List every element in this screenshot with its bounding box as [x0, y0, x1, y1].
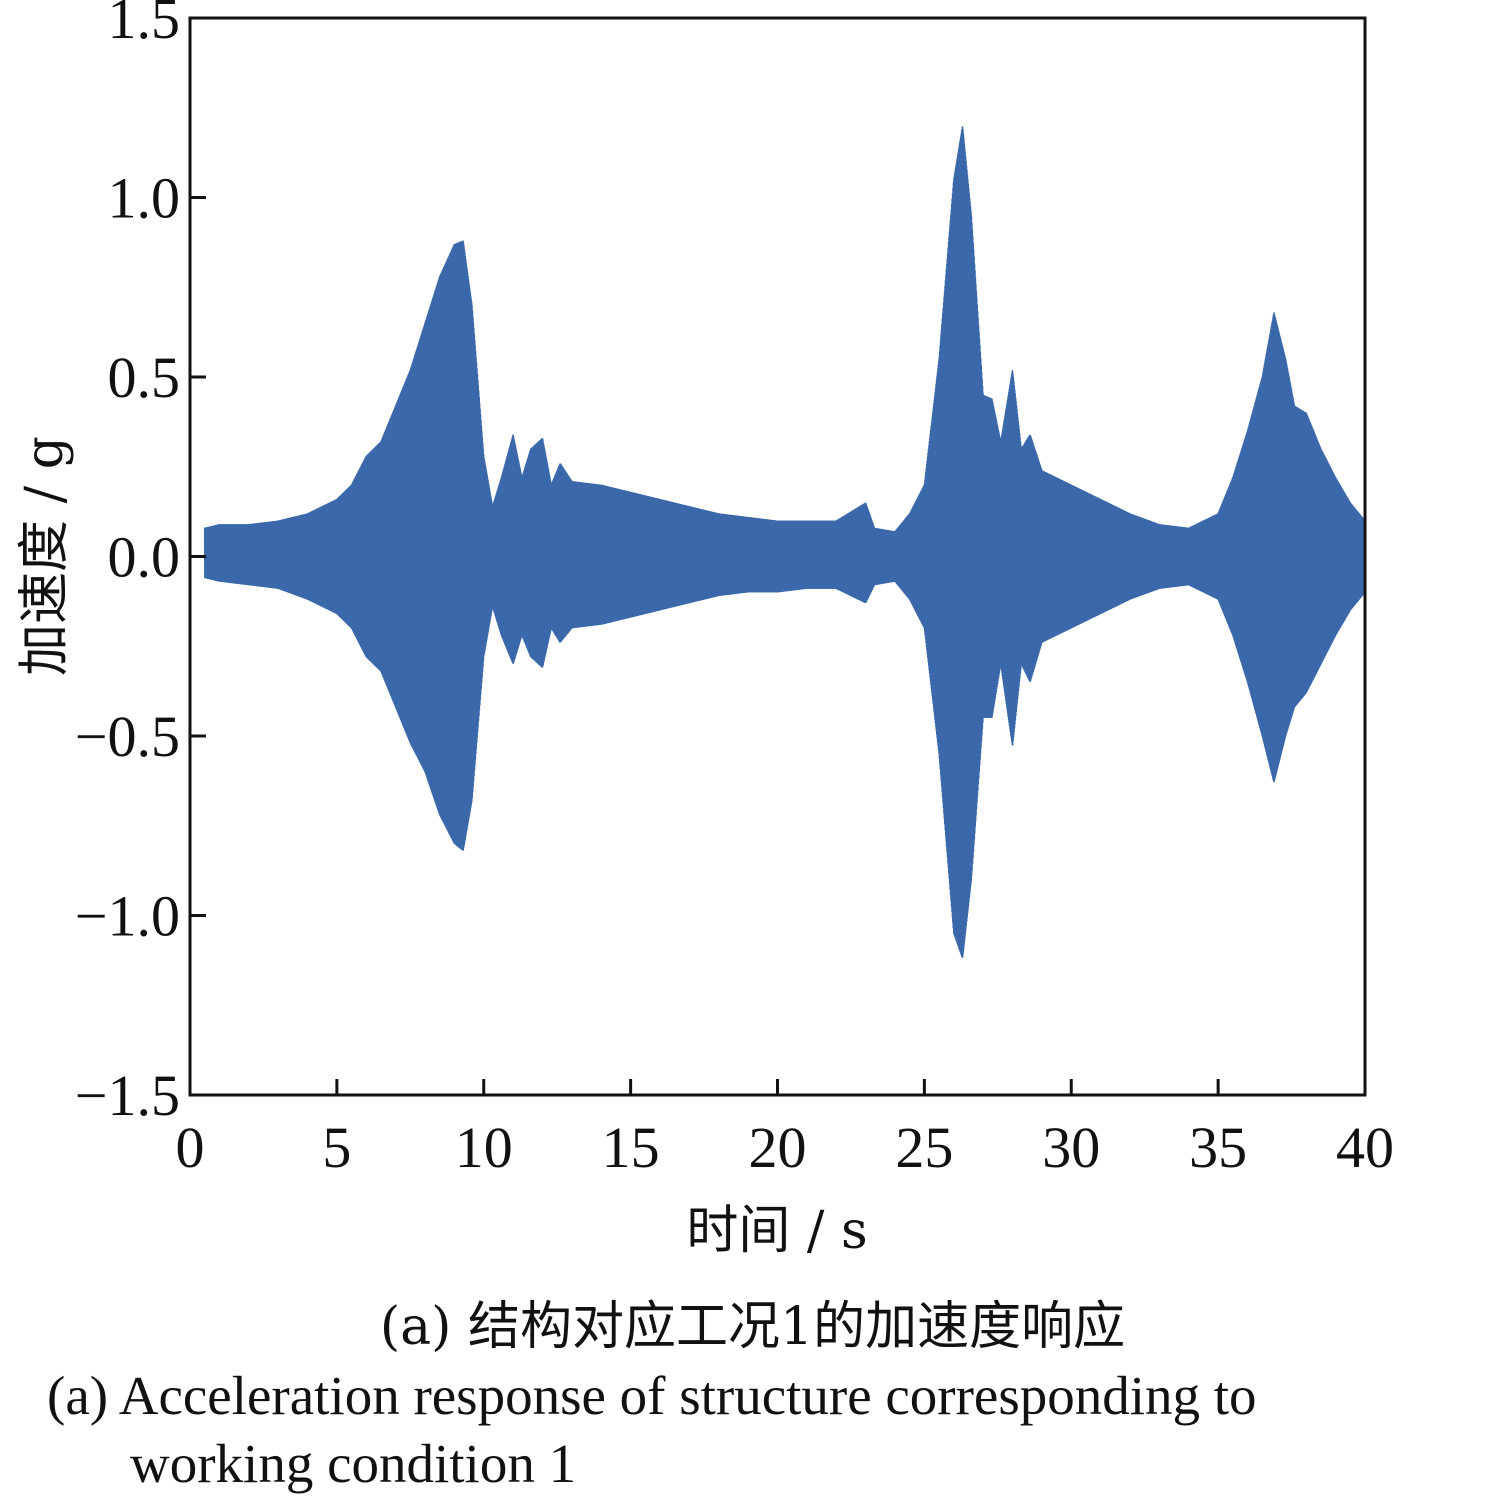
figure-caption-english-line-1: (a) Acceleration response of structure c… [47, 1365, 1257, 1426]
x-tick-label: 40 [1336, 1115, 1394, 1180]
acceleration-series-line [203, 126, 1366, 958]
acceleration-chart: 0 5 10 15 20 25 30 35 40 −1.5 −1.0 −0.5 0.0 0.5 1.0 1.… [15, 0, 1394, 1261]
x-tick-label: 0 [176, 1115, 205, 1180]
x-axis-label: 时间 / s [686, 1201, 867, 1261]
x-axis-ticks: 0 5 10 15 20 25 30 35 40 [176, 1079, 1394, 1180]
plot-frame [188, 16, 1367, 1097]
x-tick-label: 5 [322, 1115, 351, 1180]
y-tick-label: −1.0 [75, 884, 180, 949]
y-axis-ticks: −1.5 −1.0 −0.5 0.0 0.5 1.0 1.5 [75, 0, 206, 1128]
y-tick-label: 0.0 [108, 525, 181, 590]
x-tick-label: 25 [895, 1115, 953, 1180]
figure-caption-english-line-2: working condition 1 [130, 1433, 577, 1494]
x-tick-label: 20 [749, 1115, 807, 1180]
y-tick-label: −1.5 [75, 1063, 180, 1128]
x-tick-label: 30 [1042, 1115, 1100, 1180]
y-axis-label: 加速度 / g [15, 436, 75, 676]
x-tick-label: 10 [455, 1115, 513, 1180]
figure-caption-chinese: (a) 结构对应工况1的加速度响应 [379, 1297, 1126, 1357]
y-tick-label: 0.5 [108, 345, 181, 410]
y-tick-label: −0.5 [75, 704, 180, 769]
x-tick-label: 15 [602, 1115, 660, 1180]
y-tick-label: 1.0 [108, 166, 181, 231]
x-tick-label: 35 [1189, 1115, 1247, 1180]
y-tick-label: 1.5 [108, 0, 181, 51]
series-layer [203, 125, 1366, 959]
